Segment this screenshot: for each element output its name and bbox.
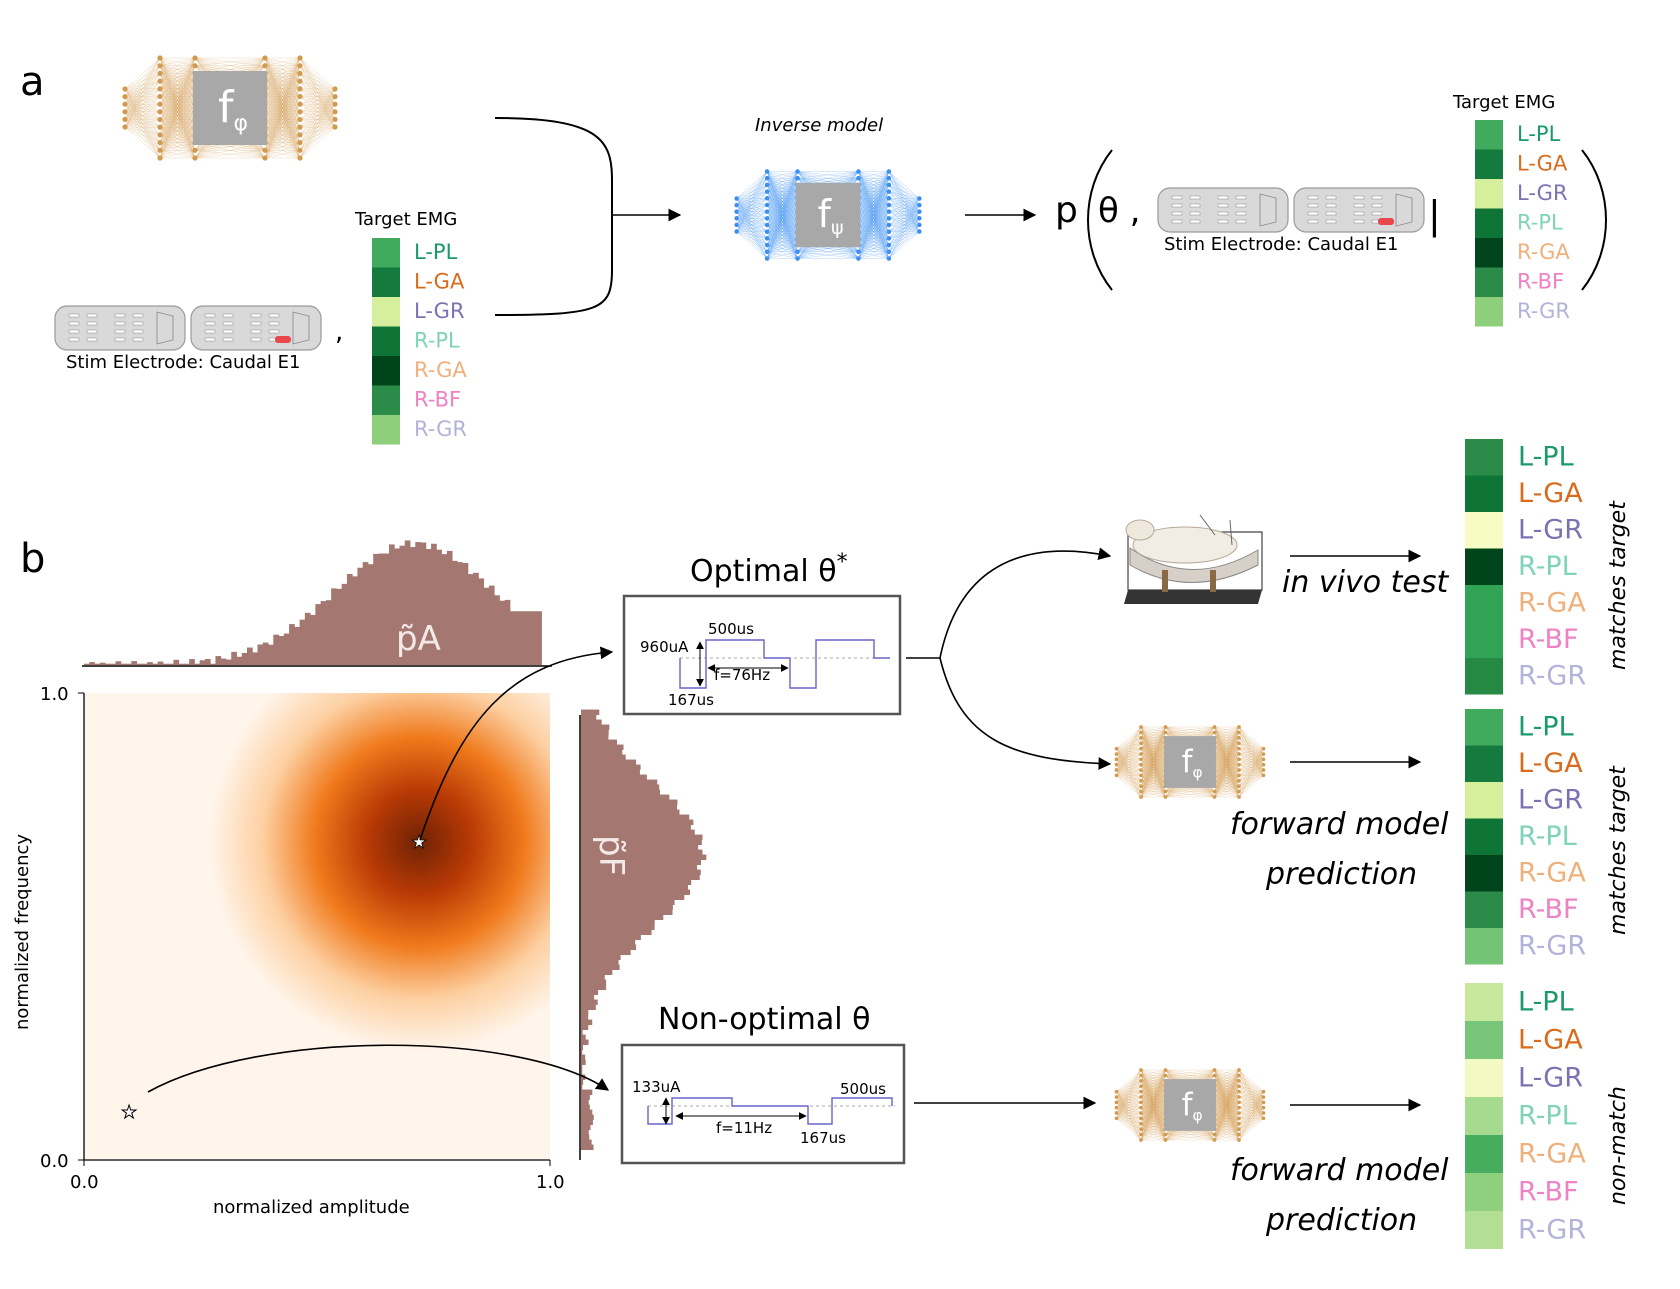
optimal-width: 500us bbox=[708, 620, 754, 638]
muscle-label: L-GA bbox=[1517, 152, 1568, 176]
muscle-label: R-BF bbox=[1518, 624, 1579, 655]
muscle-label: R-PL bbox=[1517, 211, 1563, 235]
side-label-matches-2: matches target bbox=[1606, 765, 1631, 935]
posterior-bar: | bbox=[1428, 193, 1441, 238]
side-label-nonmatch: non-match bbox=[1606, 1086, 1631, 1205]
muscle-label: L-PL bbox=[414, 240, 458, 264]
optimal-gap: 167us bbox=[668, 691, 714, 709]
muscle-label: R-PL bbox=[1518, 551, 1577, 582]
electrode-array-icon-right bbox=[1158, 188, 1424, 232]
x-tick-label-right: 1.0 bbox=[536, 1172, 565, 1193]
electrode-caption-right: Stim Electrode: Caudal E1 bbox=[1164, 234, 1398, 255]
branch-to-forward bbox=[940, 658, 1110, 764]
nonoptimal-star-marker: ★ bbox=[121, 1102, 137, 1123]
bracket-connector bbox=[495, 118, 612, 315]
sheep-apparatus-icon bbox=[1124, 515, 1262, 604]
panel-a-letter: a bbox=[20, 59, 45, 105]
y-tick-label-bottom: 0.0 bbox=[40, 1151, 69, 1172]
optimal-amp: 960uA bbox=[640, 638, 689, 656]
branch-to-invivo bbox=[906, 551, 1110, 658]
electrode-caption-left: Stim Electrode: Caudal E1 bbox=[66, 352, 300, 373]
fwd-pred-2-line2: prediction bbox=[1265, 1203, 1417, 1238]
nonoptimal-title: Non-optimal θ bbox=[658, 1002, 871, 1037]
optimal-star-marker: ★ bbox=[411, 832, 427, 853]
muscle-label: L-GR bbox=[1518, 784, 1583, 815]
muscle-label: R-PL bbox=[1518, 1100, 1577, 1131]
nonoptimal-amp: 133uA bbox=[632, 1078, 681, 1096]
muscle-label: L-GR bbox=[1517, 181, 1568, 205]
result-column-forward-nonoptimal: L-PL L-GA L-GR R-PL R-GA R-BF R-GR bbox=[1465, 983, 1586, 1249]
fwd-pred-1-line2: prediction bbox=[1265, 857, 1417, 892]
muscle-label: L-GR bbox=[414, 299, 465, 323]
muscle-label: L-GA bbox=[1518, 1024, 1583, 1055]
muscle-label: R-GA bbox=[1518, 1138, 1586, 1169]
forward-network-icon-b2: fφ bbox=[1115, 1068, 1266, 1142]
target-emg-column-right: L-PL L-GA L-GR R-PL R-GA R-BF R-GR bbox=[1475, 120, 1570, 327]
muscle-label: R-BF bbox=[1517, 270, 1564, 294]
muscle-label: L-GA bbox=[414, 270, 465, 294]
muscle-label: R-GA bbox=[1517, 240, 1570, 264]
muscle-label: R-GR bbox=[1518, 930, 1586, 961]
pf-label: p̃F bbox=[591, 835, 631, 876]
inverse-model-label: Inverse model bbox=[755, 115, 883, 136]
optimal-title: Optimal θ* bbox=[690, 550, 848, 589]
muscle-label: L-GR bbox=[1518, 514, 1583, 545]
muscle-label: R-PL bbox=[1518, 821, 1577, 852]
posterior-theta: θ , bbox=[1098, 191, 1140, 231]
muscle-label: R-BF bbox=[1518, 894, 1579, 925]
muscle-label: L-PL bbox=[1518, 711, 1574, 742]
muscle-label: R-BF bbox=[414, 388, 461, 412]
nonoptimal-waveform-box bbox=[622, 1045, 904, 1163]
invivo-label: in vivo test bbox=[1282, 565, 1449, 600]
muscle-label: R-GA bbox=[1518, 857, 1586, 888]
fwd-pred-1-line1: forward model bbox=[1230, 807, 1449, 842]
muscle-label: L-PL bbox=[1517, 122, 1561, 146]
fwd-pred-2-line1: forward model bbox=[1230, 1153, 1449, 1188]
target-emg-title-right: Target EMG bbox=[1452, 92, 1555, 113]
muscle-label: L-GA bbox=[1518, 748, 1583, 779]
muscle-label: L-GR bbox=[1518, 1062, 1583, 1093]
electrode-array-icon bbox=[55, 306, 321, 350]
posterior-p: p bbox=[1055, 190, 1078, 231]
muscle-label: R-GR bbox=[414, 417, 467, 441]
muscle-label: L-PL bbox=[1518, 986, 1574, 1017]
comma: , bbox=[335, 317, 343, 347]
y-axis-label: normalized frequency bbox=[12, 834, 33, 1030]
nonoptimal-width: 500us bbox=[840, 1080, 886, 1098]
amplitude-histogram bbox=[84, 540, 542, 665]
forward-network-icon-b1: fφ bbox=[1115, 725, 1266, 799]
x-tick-label-left: 0.0 bbox=[70, 1172, 99, 1193]
side-label-matches-1: matches target bbox=[1606, 500, 1631, 670]
pa-label: p̃A bbox=[396, 619, 441, 659]
muscle-label: R-BF bbox=[1518, 1176, 1579, 1207]
right-paren bbox=[1582, 150, 1606, 290]
muscle-label: R-GA bbox=[1518, 587, 1586, 618]
y-tick-label-top: 1.0 bbox=[40, 684, 69, 705]
inverse-network-icon: fψ bbox=[734, 169, 921, 261]
muscle-label: R-GR bbox=[1517, 299, 1570, 323]
muscle-label: R-GR bbox=[1518, 660, 1586, 691]
target-emg-title-left: Target EMG bbox=[354, 209, 457, 230]
muscle-label: L-GA bbox=[1518, 478, 1583, 509]
optimal-freq: f=76Hz bbox=[714, 666, 770, 684]
target-emg-column-left: L-PL L-GA L-GR R-PL R-GA R-BF R-GR bbox=[372, 238, 467, 445]
muscle-label: R-PL bbox=[414, 329, 460, 353]
panel-b-letter: b bbox=[20, 536, 45, 582]
muscle-label: R-GA bbox=[414, 358, 467, 382]
muscle-label: L-PL bbox=[1518, 441, 1574, 472]
result-column-invivo: L-PL L-GA L-GR R-PL R-GA R-BF R-GR bbox=[1465, 439, 1586, 695]
muscle-label: R-GR bbox=[1518, 1214, 1586, 1245]
nonoptimal-freq: f=11Hz bbox=[716, 1119, 772, 1137]
result-column-forward-optimal: L-PL L-GA L-GR R-PL R-GA R-BF R-GR bbox=[1465, 709, 1586, 965]
forward-network-icon: fφ bbox=[122, 55, 337, 160]
x-axis-label: normalized amplitude bbox=[213, 1197, 410, 1218]
nonoptimal-gap: 167us bbox=[800, 1129, 846, 1147]
